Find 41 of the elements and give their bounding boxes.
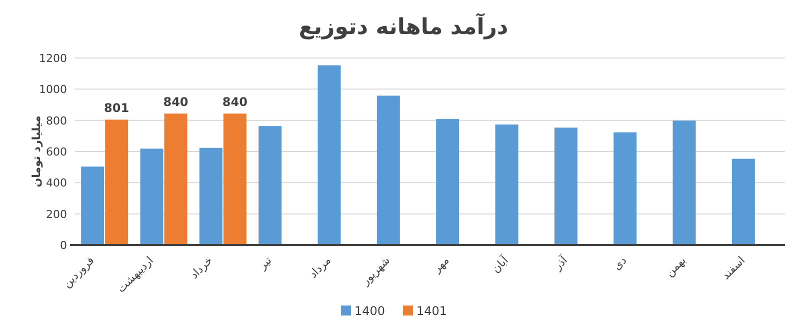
bar xyxy=(554,128,578,246)
data-label: 840 xyxy=(163,95,188,110)
chart-title: درآمد ماهانه دتوزیع xyxy=(298,13,508,40)
bar xyxy=(223,114,246,246)
y-axis-title: میلیارد تومان xyxy=(30,116,43,188)
bar xyxy=(614,132,637,246)
x-tick-label: آبان xyxy=(488,252,512,276)
y-tick-label: 400 xyxy=(46,176,67,190)
y-tick-label: 600 xyxy=(46,146,67,158)
bar xyxy=(318,65,341,246)
bar xyxy=(258,126,282,246)
bar xyxy=(376,96,400,246)
bar xyxy=(164,114,188,246)
x-tick-label: مهر xyxy=(430,254,452,276)
bar xyxy=(495,124,518,246)
y-tick-label: 1200 xyxy=(39,52,67,65)
bar xyxy=(732,158,755,246)
y-tick-label: 0 xyxy=(60,239,67,252)
x-tick-label: دی xyxy=(610,254,630,273)
data-label: 840 xyxy=(222,95,248,110)
legend-label: 1400 xyxy=(354,304,386,318)
y-tick-label: 200 xyxy=(46,208,67,221)
x-tick-label: فروردین xyxy=(60,254,97,290)
x-tick-label: بهمن xyxy=(663,254,688,280)
bar xyxy=(199,148,222,246)
x-tick-label: شهریور xyxy=(358,254,393,288)
bar xyxy=(105,120,128,246)
x-tick-label: اردیبهشت xyxy=(114,254,156,296)
bar xyxy=(672,120,696,246)
y-tick-label: 1000 xyxy=(39,83,67,96)
x-tick-label: آذر xyxy=(550,252,571,274)
bar xyxy=(140,148,164,246)
data-label: 801 xyxy=(104,101,130,116)
y-tick-label: 800 xyxy=(46,114,67,128)
legend-label: 1401 xyxy=(416,304,448,318)
x-tick-label: خرداد xyxy=(188,254,216,282)
bar xyxy=(81,166,104,246)
bar xyxy=(436,119,460,246)
x-tick-label: اسفند xyxy=(719,254,748,282)
x-tick-label: مرداد xyxy=(306,254,334,281)
x-tick-label: تیر xyxy=(256,254,274,273)
